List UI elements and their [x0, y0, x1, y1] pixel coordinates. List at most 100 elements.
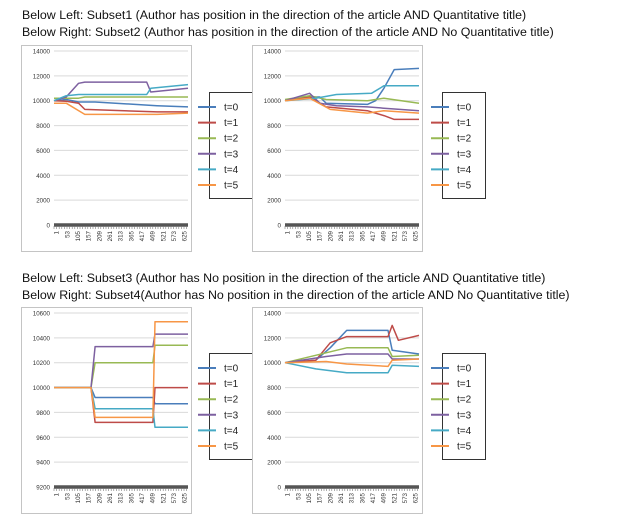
y-tick-label: 10000 [33, 385, 51, 392]
legend-label: t=1 [457, 118, 472, 129]
x-tick-label: 157 [317, 492, 324, 503]
x-tick-label: 469 [381, 492, 388, 503]
y-tick-label: 8000 [36, 123, 50, 130]
series-line-t5 [284, 358, 420, 368]
x-tick-label: 469 [150, 492, 157, 503]
series-line-t5 [54, 320, 188, 419]
legend-label: t=1 [457, 379, 472, 390]
series-line-t3 [284, 353, 419, 364]
legend-label: t=5 [224, 442, 239, 453]
legend-label: t=5 [457, 181, 472, 192]
series-line-t0 [53, 98, 189, 108]
series-line-t5 [54, 102, 189, 116]
legend-label: t=5 [224, 181, 239, 192]
x-tick-label: 157 [86, 492, 93, 503]
x-tick-label: 417 [139, 230, 146, 241]
x-tick-label: 209 [327, 230, 334, 241]
chart-frame [252, 45, 423, 252]
legend-subset3: t=0 t=1 t=2 t=3 t=4 t=5 [198, 353, 253, 460]
x-tick-label: 261 [107, 492, 114, 503]
y-tick-label: 8000 [267, 123, 281, 130]
y-tick-label: 6000 [36, 148, 50, 155]
x-tick-label: 625 [413, 230, 420, 241]
legend-label: t=4 [457, 165, 472, 176]
legend-label: t=4 [224, 426, 239, 437]
x-tick-label: 417 [370, 492, 377, 503]
x-tick-label: 105 [306, 230, 313, 241]
x-tick-label: 521 [160, 230, 167, 241]
y-tick-label: 12000 [33, 73, 51, 80]
x-tick-label: 573 [171, 230, 178, 241]
x-tick-label: 365 [128, 492, 135, 503]
chart-subset3: 9200 9400 9600 9800 10000 10200 10400 10600 1 53 1… [21, 307, 192, 514]
y-tick-label: 9600 [36, 435, 50, 442]
series-line-t2 [284, 94, 420, 104]
x-tick-label: 53 [295, 230, 302, 237]
x-tick-label: 209 [96, 230, 103, 241]
x-tick-label: 521 [391, 230, 398, 241]
legend-label: t=0 [224, 103, 239, 114]
chart-subset2: 0 2000 4000 6000 8000 10000 12000 14000 1 53 105 15… [252, 45, 423, 252]
x-tick-label: 209 [327, 492, 334, 503]
legend-label: t=4 [224, 165, 239, 176]
x-tick-label: 625 [182, 492, 189, 503]
legend-label: t=3 [224, 410, 239, 421]
y-tick-label: 9800 [36, 410, 50, 417]
y-tick-label: 12000 [264, 73, 282, 80]
x-tick-label: 469 [381, 230, 388, 241]
legend-label: t=1 [224, 379, 239, 390]
x-tick-label: 521 [391, 492, 398, 503]
series-line-t1 [53, 99, 188, 113]
series-line-t3 [53, 81, 189, 102]
y-tick-label: 4000 [36, 173, 50, 180]
chart-subset1: 0 2000 4000 6000 8000 10000 12000 14000 1 53 105 15… [21, 45, 192, 252]
y-tick-label: 9400 [36, 460, 50, 467]
legend-label: t=3 [457, 149, 472, 160]
x-tick-label: 625 [182, 230, 189, 241]
x-tick-label: 53 [64, 230, 71, 237]
legend-label: t=1 [224, 118, 239, 129]
legend-label: t=5 [457, 442, 472, 453]
y-tick-label: 14000 [264, 311, 282, 318]
legend-label: t=0 [457, 103, 472, 114]
legend-subset1: t=0 t=1 t=2 t=3 t=4 t=5 [198, 92, 253, 199]
chart-subset4: 0 2000 4000 6000 8000 10000 12000 14000 1 53 105 15… [252, 307, 423, 514]
y-tick-label: 6000 [267, 410, 281, 417]
y-tick-label: 2000 [267, 198, 281, 205]
series-line-t5 [284, 97, 420, 114]
y-tick-label: 4000 [267, 435, 281, 442]
x-tick-label: 417 [370, 230, 377, 241]
y-tick-label: 10000 [264, 360, 282, 367]
chart-frame [21, 45, 192, 252]
y-tick-label: 2000 [267, 460, 281, 467]
series-line-t2 [54, 96, 188, 99]
x-tick-label: 313 [118, 230, 125, 241]
y-tick-label: 12000 [264, 335, 282, 342]
caption-subset2: Below Right: Subset2 (Author has positio… [22, 25, 554, 39]
x-tick-label: 209 [96, 492, 103, 503]
x-tick-label: 1 [285, 492, 292, 496]
y-tick-label: 8000 [267, 385, 281, 392]
x-tick-label: 313 [349, 230, 356, 241]
x-tick-label: 521 [160, 492, 167, 503]
y-tick-label: 10000 [264, 98, 282, 105]
chart-frame [21, 307, 192, 514]
x-tick-label: 105 [75, 492, 82, 503]
legend-label: t=3 [224, 149, 239, 160]
x-tick-label: 53 [64, 492, 71, 499]
legend-label: t=2 [224, 134, 239, 145]
x-tick-label: 1 [54, 492, 61, 496]
y-tick-label: 0 [47, 223, 51, 230]
legend-subset2: t=0 t=1 t=2 t=3 t=4 t=5 [431, 92, 486, 199]
y-tick-label: 2000 [36, 198, 50, 205]
legend-label: t=3 [457, 410, 472, 421]
x-tick-label: 417 [139, 492, 146, 503]
x-tick-label: 365 [359, 492, 366, 503]
y-tick-label: 10000 [33, 98, 51, 105]
y-tick-label: 0 [278, 223, 282, 230]
x-tick-label: 573 [402, 492, 409, 503]
legend-label: t=0 [457, 364, 472, 375]
legend-subset4: t=0 t=1 t=2 t=3 t=4 t=5 [431, 353, 486, 460]
x-tick-label: 261 [338, 230, 345, 241]
caption-subset1: Below Left: Subset1 (Author has position… [22, 8, 527, 22]
